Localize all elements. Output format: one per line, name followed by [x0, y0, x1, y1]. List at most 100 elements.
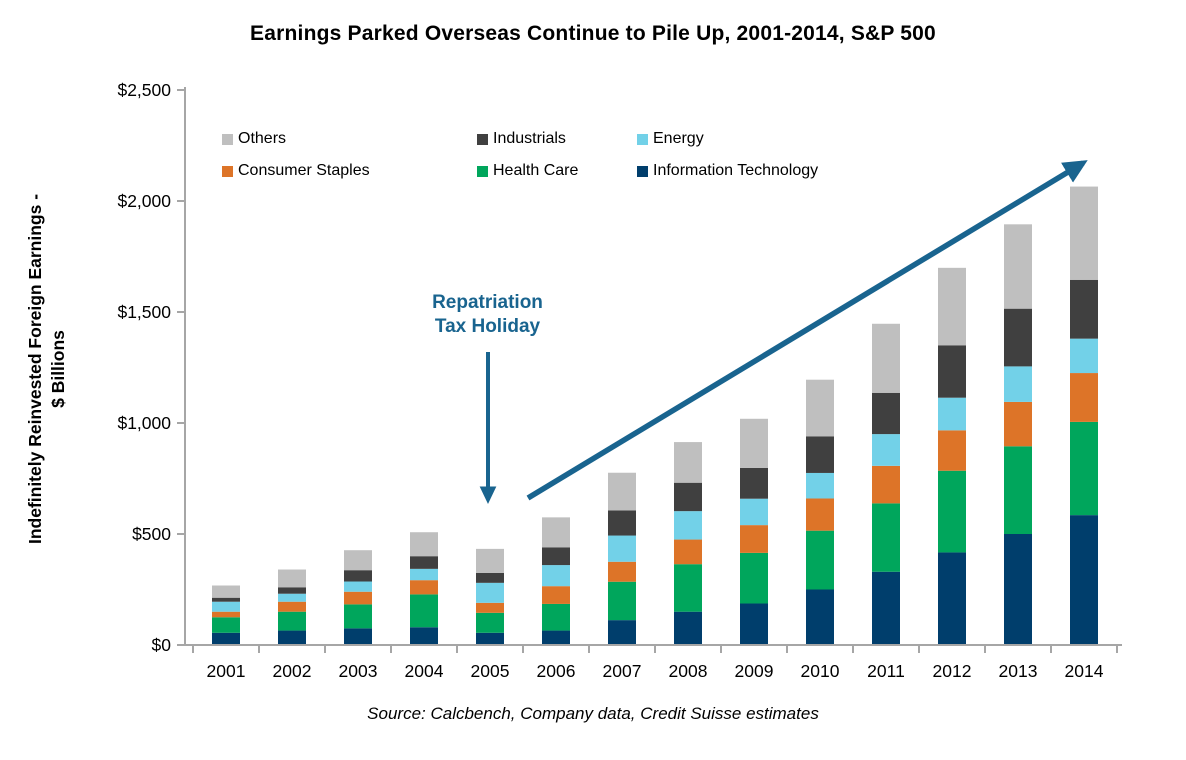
bars-group [212, 186, 1098, 645]
bar-segment [740, 525, 768, 553]
bar-segment [410, 594, 438, 628]
bar-segment [344, 581, 372, 592]
bar-segment [1070, 515, 1098, 645]
legend-label: Information Technology [653, 162, 819, 179]
bar-segment [1070, 421, 1098, 516]
bar-segment [740, 603, 768, 645]
bar-2001 [212, 585, 240, 645]
bar-segment [938, 430, 966, 471]
x-tick-label: 2005 [471, 661, 510, 681]
chart-legend: Others Industrials Energy Consumer Staples H… [222, 128, 902, 192]
x-tick-label: 2001 [207, 661, 246, 681]
bar-segment [212, 632, 240, 645]
bar-segment [674, 611, 702, 645]
x-tick-label: 2012 [933, 661, 972, 681]
y-tick-label: $0 [152, 635, 172, 655]
bar-2004 [410, 532, 438, 645]
bar-segment [740, 418, 768, 468]
y-tick-label: $1,500 [117, 302, 171, 322]
bar-segment [410, 532, 438, 557]
bar-segment [476, 602, 504, 613]
bar-2012 [938, 267, 966, 645]
bar-2010 [806, 379, 834, 645]
bar-segment [806, 472, 834, 499]
bar-segment [278, 630, 306, 645]
legend-label: Industrials [493, 130, 566, 147]
bar-segment [608, 620, 636, 645]
legend-swatch [477, 133, 488, 145]
bar-segment [344, 591, 372, 605]
bar-segment [674, 511, 702, 540]
bar-segment [1070, 373, 1098, 422]
x-tick-label: 2009 [735, 661, 774, 681]
y-tick-label: $500 [132, 524, 171, 544]
bar-segment [872, 323, 900, 393]
bar-segment [938, 267, 966, 346]
bar-segment [740, 467, 768, 499]
y-tick-label: $1,000 [117, 413, 171, 433]
bar-segment [740, 498, 768, 526]
bar-segment [476, 572, 504, 583]
bar-segment [740, 552, 768, 604]
chart-title: Earnings Parked Overseas Continue to Pil… [250, 22, 936, 45]
legend-swatch [637, 165, 648, 177]
bar-2002 [278, 569, 306, 645]
bar-2003 [344, 550, 372, 645]
bar-segment [344, 604, 372, 629]
bar-segment [1004, 366, 1032, 402]
bar-segment [476, 632, 504, 645]
bar-segment [608, 535, 636, 562]
y-tick-label: $2,000 [117, 191, 171, 211]
bar-segment [278, 601, 306, 612]
bar-segment [806, 530, 834, 590]
bar-2008 [674, 442, 702, 645]
bar-segment [806, 436, 834, 473]
bar-segment [608, 472, 636, 511]
x-tick-label: 2014 [1065, 661, 1104, 681]
bar-2009 [740, 418, 768, 645]
bar-segment [872, 392, 900, 435]
bar-segment [212, 611, 240, 618]
bar-segment [278, 587, 306, 594]
bar-segment [1004, 308, 1032, 367]
bar-segment [476, 612, 504, 633]
bar-segment [938, 345, 966, 398]
bar-segment [1070, 279, 1098, 339]
bar-segment [410, 580, 438, 595]
legend-label: Health Care [493, 162, 579, 179]
bar-segment [674, 539, 702, 565]
bar-segment [608, 581, 636, 621]
bar-2013 [1004, 224, 1032, 645]
bar-segment [674, 564, 702, 612]
bar-segment [212, 597, 240, 602]
bar-segment [872, 465, 900, 504]
x-tick-label: 2006 [537, 661, 576, 681]
legend-swatch [637, 133, 648, 145]
bar-segment [344, 628, 372, 645]
bar-segment [1004, 446, 1032, 534]
bar-segment [410, 568, 438, 581]
bar-segment [410, 627, 438, 645]
x-tick-label: 2007 [603, 661, 642, 681]
bar-segment [542, 603, 570, 631]
bar-segment [1004, 224, 1032, 309]
bar-segment [344, 550, 372, 571]
x-tick-label: 2008 [669, 661, 708, 681]
x-tick-label: 2010 [801, 661, 840, 681]
legend-swatch [477, 165, 488, 177]
bar-segment [806, 498, 834, 531]
bar-segment [410, 556, 438, 569]
bar-segment [938, 552, 966, 645]
bar-segment [278, 593, 306, 602]
bar-2011 [872, 323, 900, 645]
bar-segment [278, 569, 306, 588]
bar-segment [542, 630, 570, 645]
legend-swatch [222, 165, 233, 177]
bar-segment [212, 585, 240, 598]
x-axis: 2001 2002 2003 2004 2005 2006 2007 2008 2009 2010… [185, 644, 1122, 681]
annotation-line1: Repatriation [432, 292, 543, 313]
bar-segment [212, 601, 240, 612]
bar-segment [938, 470, 966, 553]
